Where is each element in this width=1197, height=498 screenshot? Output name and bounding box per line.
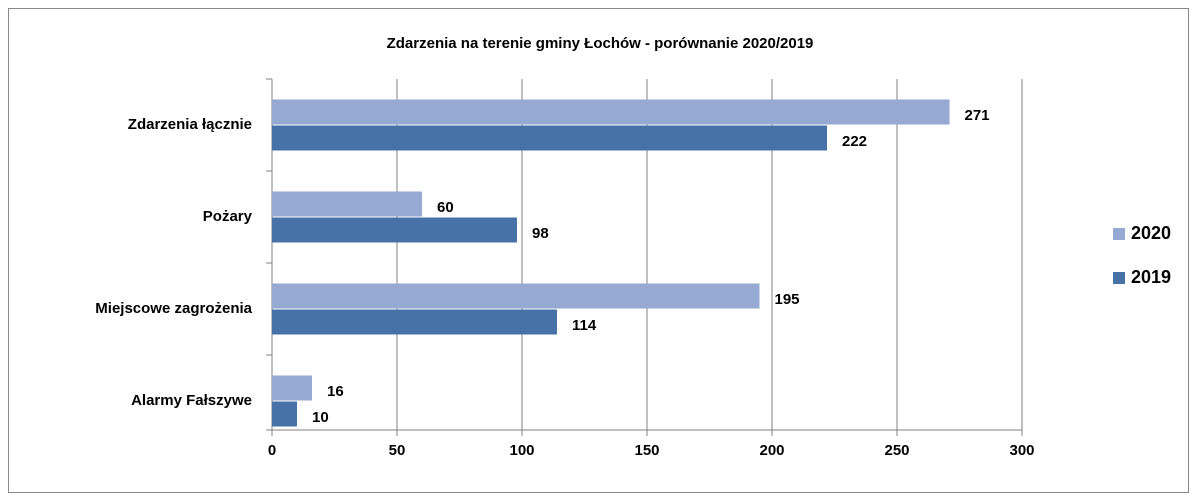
y-tick-label: Miejscowe zagrożenia (95, 300, 252, 317)
data-label: 195 (775, 291, 800, 308)
data-label: 271 (965, 107, 990, 124)
bar (272, 401, 297, 427)
bar (272, 375, 312, 401)
x-tick-label: 250 (884, 442, 909, 459)
data-label: 10 (312, 409, 329, 426)
legend-swatch (1113, 228, 1125, 240)
data-label: 98 (532, 225, 549, 242)
legend-swatch (1113, 272, 1125, 284)
bar (272, 99, 950, 125)
data-label: 16 (327, 383, 344, 400)
data-label: 60 (437, 199, 454, 216)
x-tick-label: 200 (759, 442, 784, 459)
chart-title: Zdarzenia na terenie gminy Łochów - poró… (387, 35, 814, 52)
data-label: 114 (572, 317, 597, 334)
bar (272, 217, 517, 243)
x-tick-label: 150 (634, 442, 659, 459)
x-tick-label: 300 (1009, 442, 1034, 459)
legend-label: 2019 (1131, 267, 1171, 287)
y-tick-label: Alarmy Fałszywe (131, 392, 252, 409)
x-tick-label: 100 (509, 442, 534, 459)
x-tick-label: 0 (268, 442, 276, 459)
data-label: 222 (842, 133, 867, 150)
bar (272, 125, 827, 151)
x-tick-label: 50 (389, 442, 406, 459)
bar (272, 309, 557, 335)
chart-border (8, 8, 1189, 493)
y-tick-label: Zdarzenia łącznie (128, 116, 252, 133)
bar (272, 191, 422, 217)
legend-label: 2020 (1131, 223, 1171, 243)
y-tick-label: Pożary (203, 208, 253, 225)
bar (272, 283, 760, 309)
